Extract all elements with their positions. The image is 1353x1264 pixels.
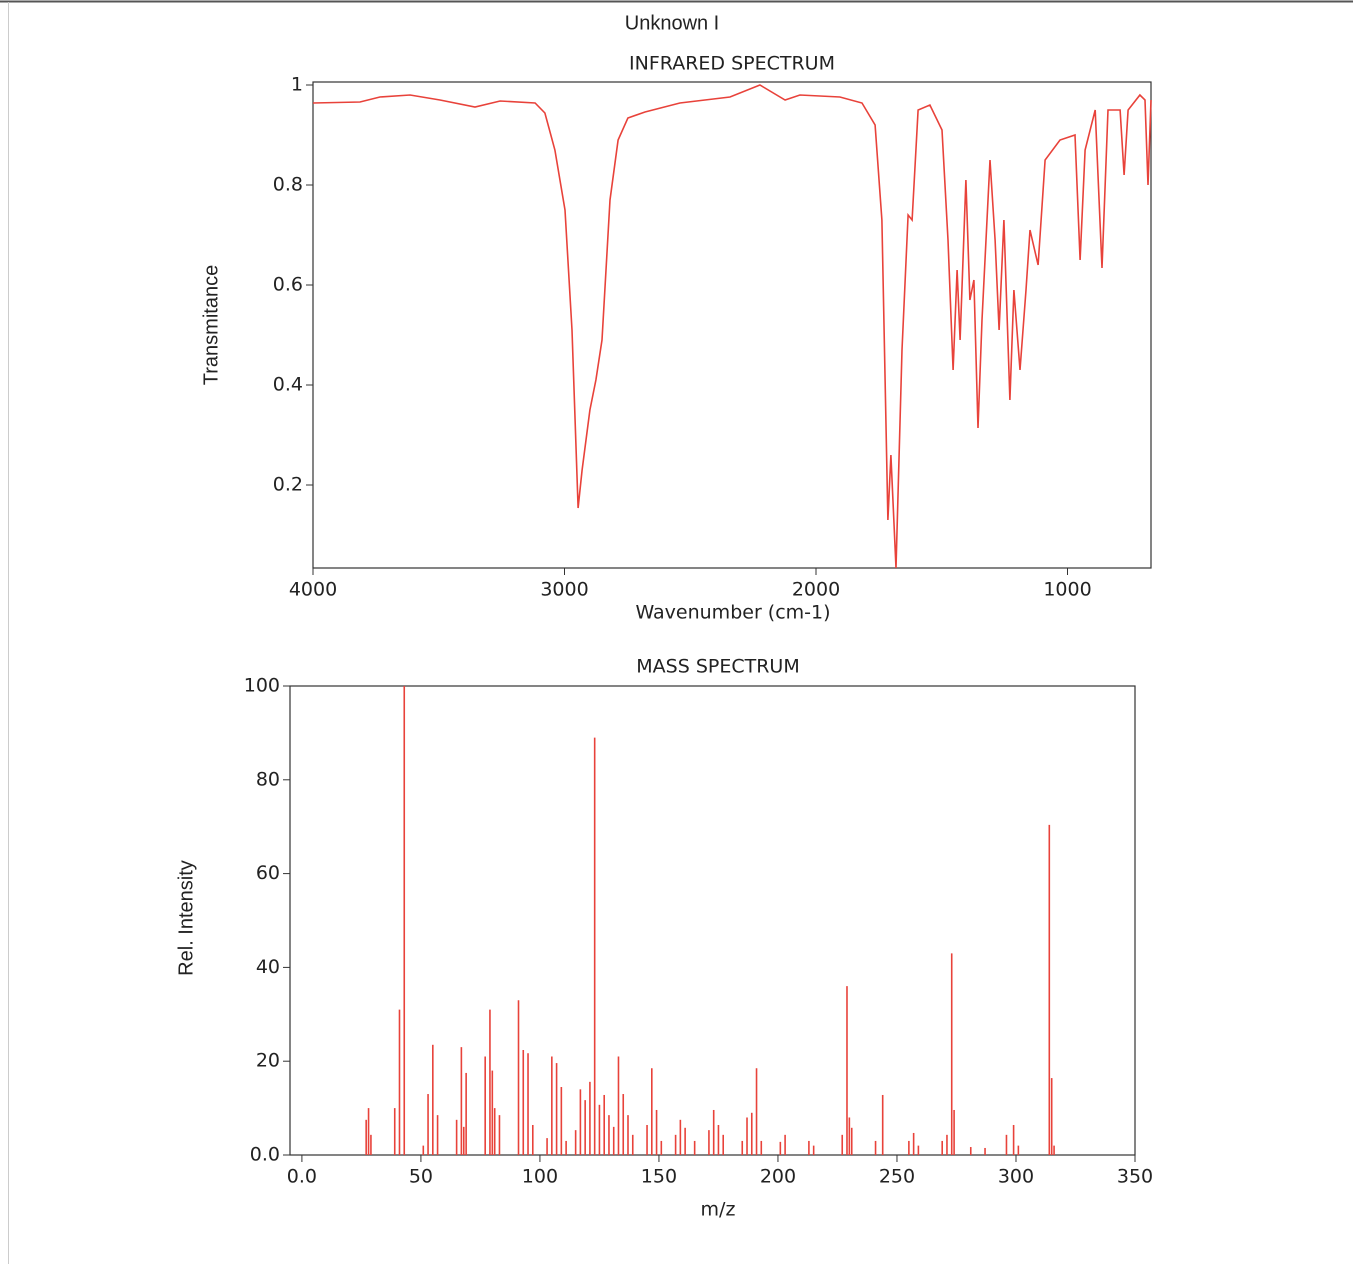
y-tick-label: 0.8 [273,174,303,196]
x-tick-label: 0.0 [287,1166,317,1188]
y-axis-label: Transmitance [200,265,222,385]
page-title: Unknown I [625,12,720,34]
x-tick-label: 350 [1117,1166,1153,1188]
x-tick-label: 50 [409,1166,433,1188]
x-tick-label: 200 [760,1166,796,1188]
y-tick-label: 1 [291,74,303,96]
y-tick-label: 40 [256,956,280,978]
x-tick-label: 1000 [1043,579,1091,601]
plot-frame [289,685,1136,1156]
ir-trace [312,84,1152,569]
y-tick-label: 0.2 [273,474,303,496]
x-tick-label: 150 [641,1166,677,1188]
y-tick-label: 20 [256,1050,280,1072]
chart-title: INFRARED SPECTRUM [629,53,835,75]
y-tick-label: 60 [256,862,280,884]
x-axis-label: Wavenumber (cm-1) [635,602,830,624]
x-tick-label: 2000 [792,579,840,601]
y-tick-label: 0.0 [250,1144,280,1166]
x-tick-label: 250 [879,1166,915,1188]
y-tick-label: 80 [256,768,280,790]
x-tick-label: 3000 [540,579,588,601]
x-axis-label: m/z [701,1199,736,1221]
x-tick-label: 300 [998,1166,1034,1188]
x-tick-label: 4000 [289,579,337,601]
chart-title: MASS SPECTRUM [636,656,799,678]
y-tick-label: 0.6 [273,274,303,296]
y-tick-label: 100 [244,675,280,697]
y-tick-label: 0.4 [273,374,303,396]
plot-frame [312,81,1152,569]
x-tick-label: 100 [522,1166,558,1188]
y-axis-label: Rel. Intensity [175,860,197,976]
